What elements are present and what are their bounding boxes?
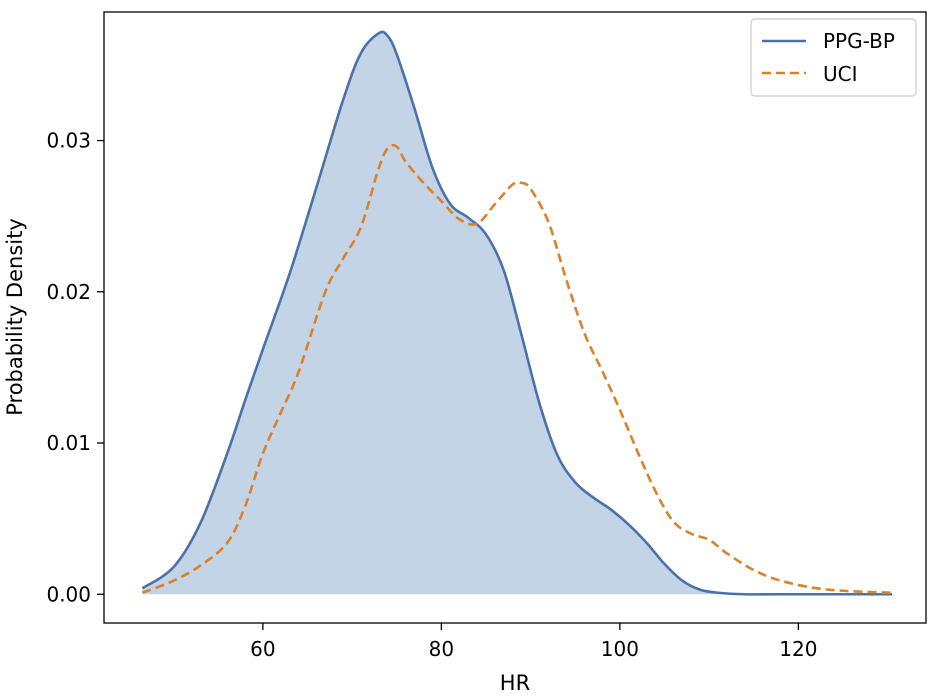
legend: PPG-BP UCI — [750, 18, 917, 97]
x-tick-label: 60 — [250, 637, 275, 661]
plot-area — [141, 30, 893, 596]
legend-label-uci: UCI — [823, 62, 858, 86]
series-line-uci — [141, 143, 893, 595]
x-axis: 60 80 100 120 — [250, 623, 817, 661]
y-tick-label: 0.02 — [46, 280, 91, 304]
plot-frame — [103, 11, 927, 624]
x-axis-label: HR — [500, 671, 530, 695]
y-tick-label: 0.01 — [46, 431, 91, 455]
x-tick-label: 120 — [779, 637, 817, 661]
x-tick-label: 100 — [601, 637, 639, 661]
series-line-ppg-bp — [141, 30, 893, 596]
y-axis: 0.00 0.01 0.02 0.03 — [46, 129, 104, 606]
area-fill-ppg-bp — [142, 31, 893, 595]
y-axis-label: Probability Density — [3, 218, 27, 416]
y-tick-label: 0.00 — [46, 582, 91, 606]
x-tick-label: 80 — [429, 637, 454, 661]
legend-box — [750, 18, 917, 97]
y-tick-label: 0.03 — [46, 129, 91, 153]
legend-label-ppg-bp: PPG-BP — [823, 29, 895, 53]
